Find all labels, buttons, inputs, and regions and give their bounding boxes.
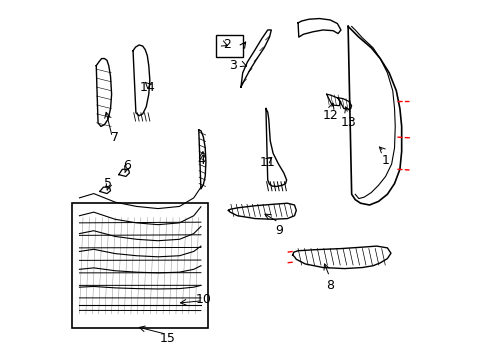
Text: 2: 2 — [222, 38, 230, 51]
Text: 6: 6 — [122, 159, 130, 172]
Text: 15: 15 — [160, 333, 175, 346]
Text: 12: 12 — [322, 109, 337, 122]
Text: 4: 4 — [197, 154, 204, 167]
Text: 3: 3 — [229, 59, 237, 72]
Text: 14: 14 — [139, 81, 155, 94]
Bar — [216, 35, 242, 57]
Text: 8: 8 — [325, 279, 334, 292]
Text: 7: 7 — [111, 131, 119, 144]
Text: 5: 5 — [104, 177, 112, 190]
Text: 10: 10 — [195, 293, 211, 306]
Text: 1: 1 — [381, 154, 389, 167]
Text: 11: 11 — [259, 156, 275, 168]
Bar — [72, 203, 207, 328]
Text: 13: 13 — [340, 116, 355, 129]
Text: 9: 9 — [275, 224, 283, 237]
